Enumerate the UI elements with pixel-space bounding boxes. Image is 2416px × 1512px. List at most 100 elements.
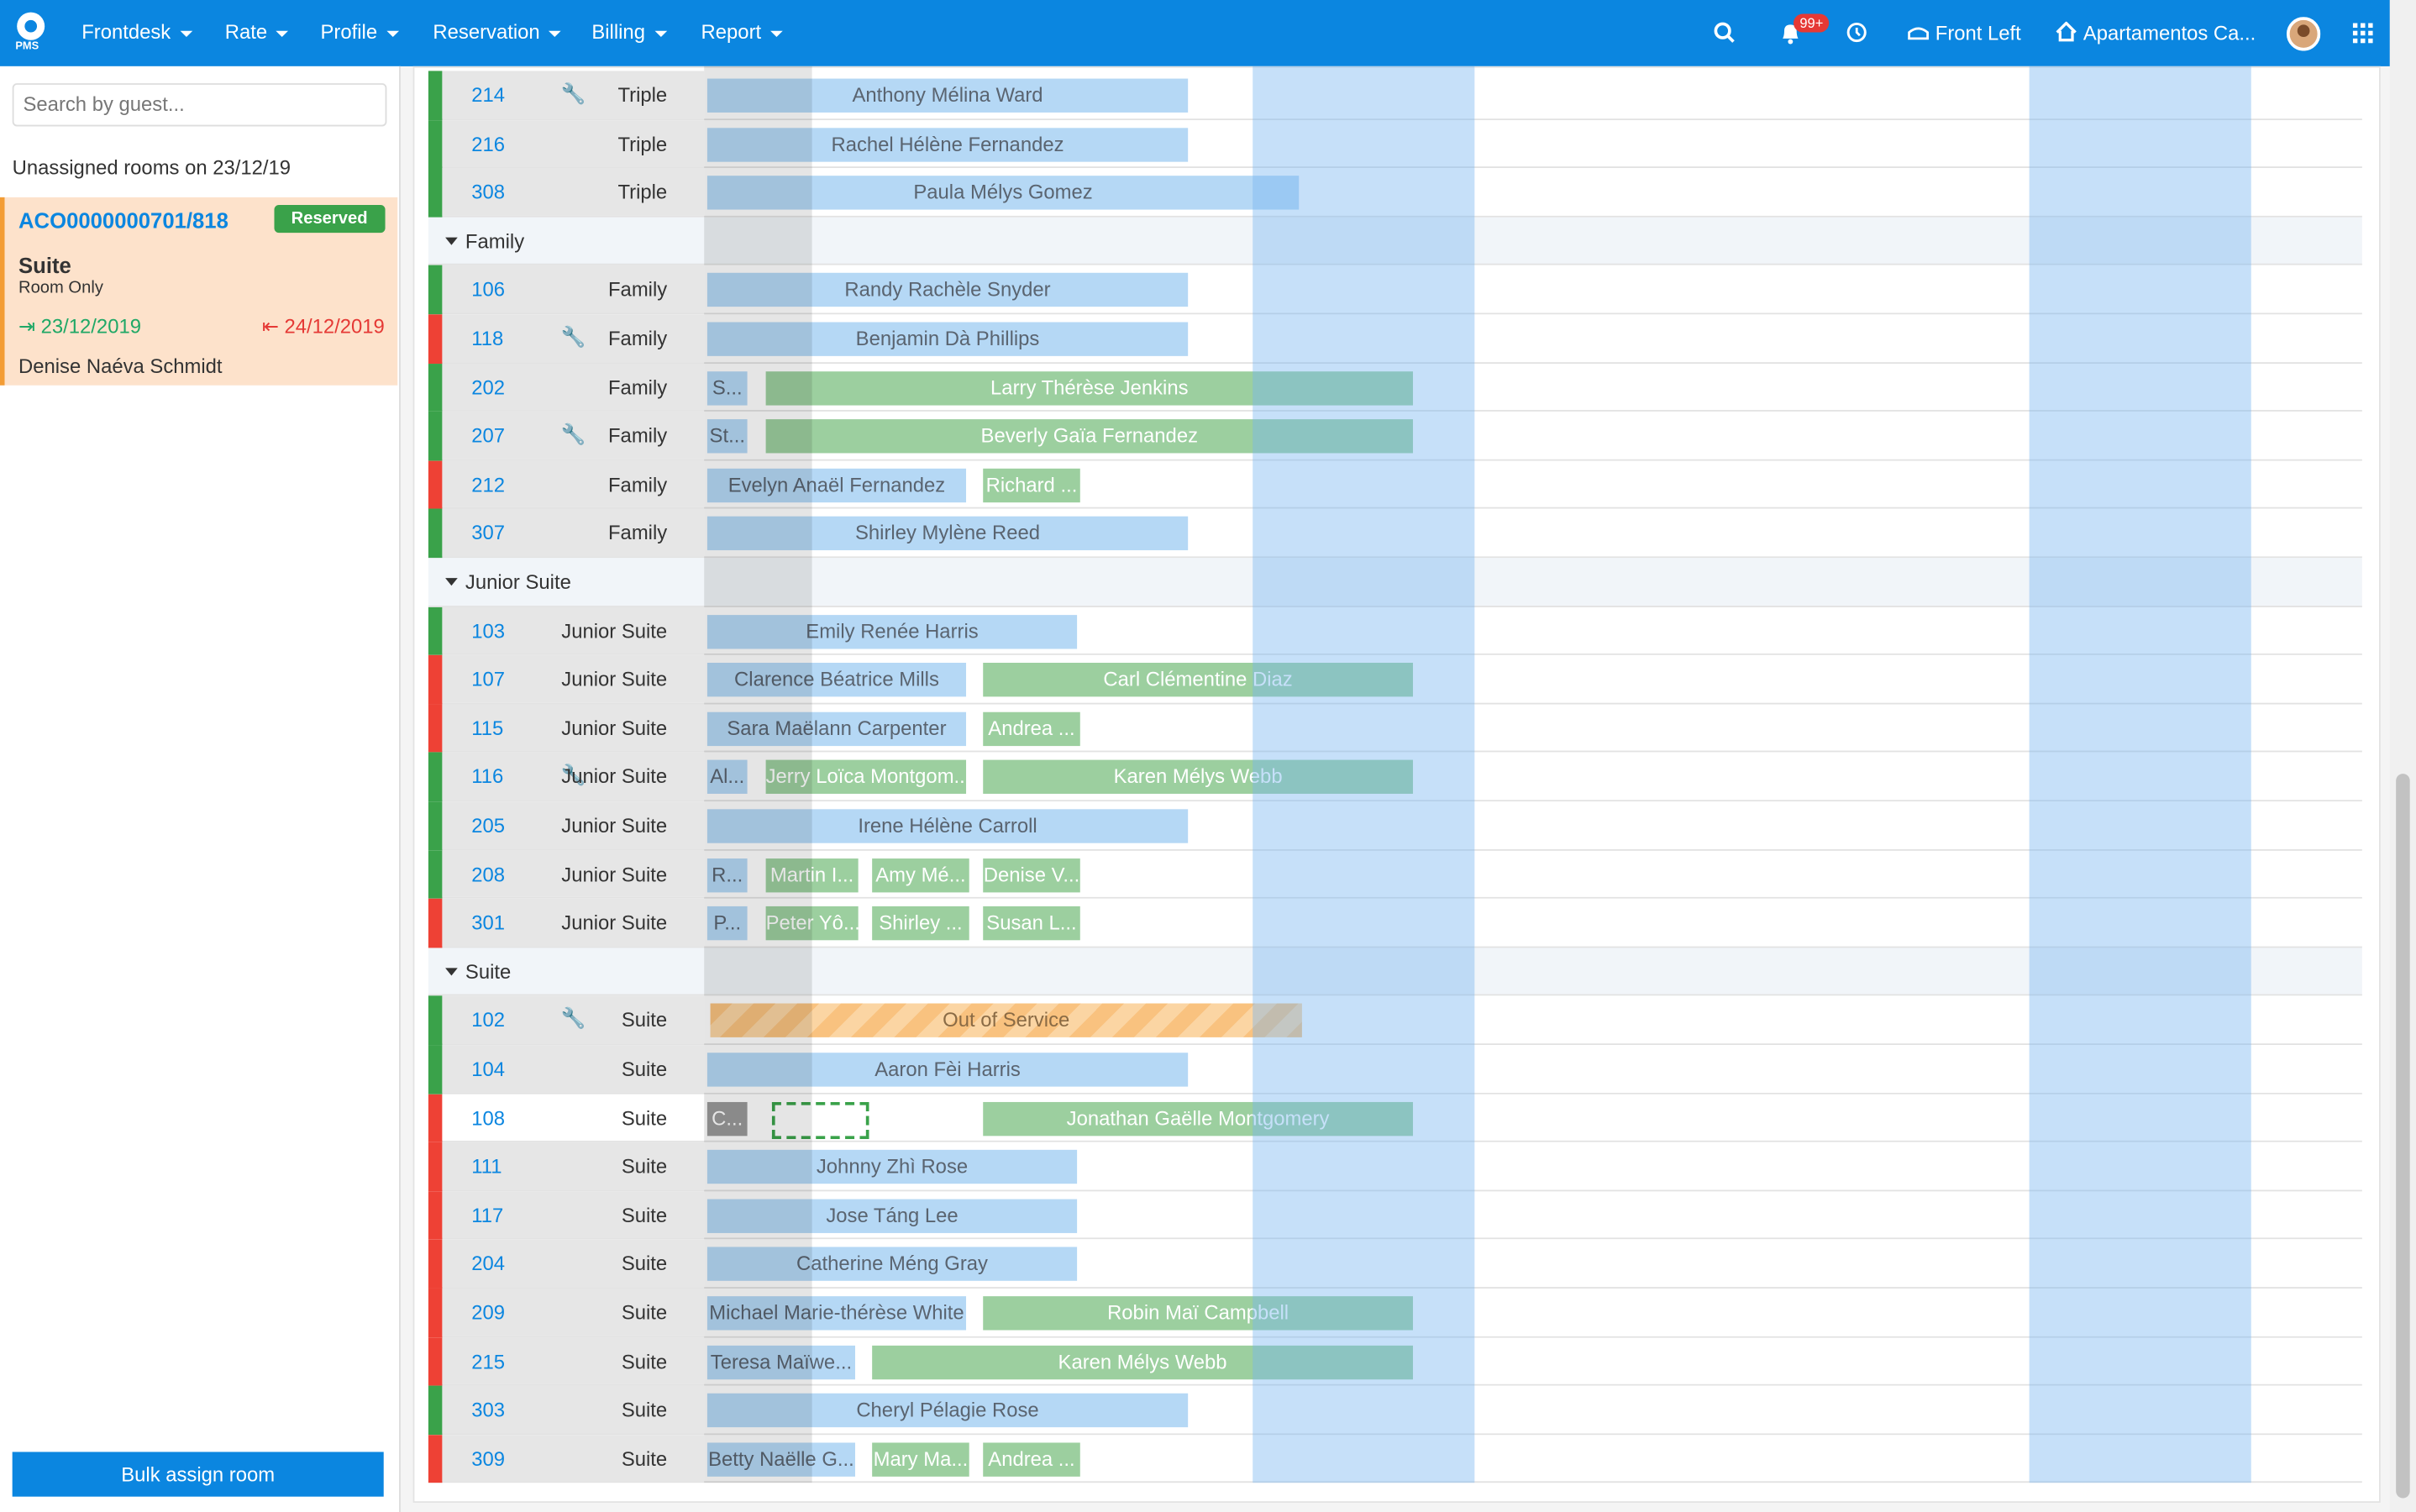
collapse-caret[interactable]: [445, 237, 458, 245]
property[interactable]: Apartamentos Ca...: [2082, 21, 2256, 45]
booking[interactable]: C...: [706, 1101, 748, 1136]
reservation-code[interactable]: ACO0000000701/818: [18, 207, 228, 234]
booking[interactable]: Karen Mélys Webb: [983, 760, 1413, 795]
reservation-card[interactable]: ACO0000000701/818 Reserved Suite Room On…: [0, 197, 398, 386]
booking[interactable]: Larry Thérèse Jenkins: [765, 370, 1413, 405]
booking[interactable]: Susan L...: [983, 906, 1080, 941]
location[interactable]: Front Left: [1935, 21, 2021, 45]
booking[interactable]: Clarence Béatrice Mills: [706, 663, 967, 697]
room-info-bg: [442, 71, 705, 118]
booking[interactable]: Shirley ...: [872, 906, 969, 941]
scrollbar-thumb[interactable]: [2396, 774, 2410, 1499]
booking[interactable]: Amy Mé...: [872, 858, 969, 892]
booking[interactable]: Shirley Mylène Reed: [706, 517, 1189, 551]
room-number[interactable]: 115: [471, 716, 504, 740]
booking[interactable]: Teresa Maïwe...: [706, 1345, 855, 1379]
collapse-caret[interactable]: [445, 578, 458, 586]
booking[interactable]: Aaron Fèi Harris: [706, 1053, 1189, 1087]
nav-menu[interactable]: Rate: [225, 20, 289, 44]
booking[interactable]: Jerry Loïca Montgom...: [765, 760, 967, 795]
group-header[interactable]: Family: [428, 217, 2362, 266]
room-number[interactable]: 216: [471, 132, 506, 155]
booking[interactable]: Catherine Méng Gray: [706, 1247, 1078, 1282]
booking[interactable]: Cheryl Pélagie Rose: [706, 1394, 1189, 1428]
booking[interactable]: Robin Maï Campbell: [983, 1296, 1413, 1331]
booking[interactable]: Evelyn Anaël Fernandez: [706, 468, 967, 502]
room-number[interactable]: 207: [471, 423, 506, 448]
booking[interactable]: Betty Naëlle G...: [706, 1442, 855, 1477]
booking[interactable]: Denise V...: [983, 858, 1080, 892]
booking[interactable]: Michael Marie-thérèse White: [706, 1296, 967, 1331]
room-number[interactable]: 106: [471, 277, 506, 302]
room-number[interactable]: 102: [471, 1008, 506, 1032]
booking[interactable]: Anthony Mélina Ward: [706, 78, 1189, 113]
booking[interactable]: Carl Clémentine Diaz: [983, 663, 1413, 697]
history-icon[interactable]: [1846, 22, 1867, 44]
booking[interactable]: Sara Maëlann Carpenter: [706, 711, 967, 746]
room-number[interactable]: 202: [471, 375, 506, 399]
room-number[interactable]: 107: [471, 667, 506, 691]
room-number[interactable]: 215: [471, 1349, 506, 1373]
room-number[interactable]: 208: [471, 862, 506, 886]
apps-icon[interactable]: [2352, 23, 2373, 44]
booking[interactable]: S...: [706, 370, 748, 405]
room-number[interactable]: 108: [471, 1105, 506, 1130]
nav-menu[interactable]: Profile: [321, 20, 399, 44]
bulk-assign-button[interactable]: Bulk assign room: [12, 1452, 384, 1497]
room-number[interactable]: 205: [471, 813, 506, 837]
room-number[interactable]: 104: [471, 1057, 506, 1081]
booking[interactable]: Paula Mélys Gomez: [706, 176, 1300, 210]
logo-icon[interactable]: [14, 11, 48, 42]
room-number[interactable]: 303: [471, 1398, 506, 1422]
booking[interactable]: Martin I...: [765, 858, 859, 892]
booking[interactable]: Andrea ...: [983, 711, 1080, 746]
booking[interactable]: Peter Yô...: [765, 906, 859, 941]
booking[interactable]: Mary Ma...: [872, 1442, 969, 1477]
room-status: [428, 509, 443, 559]
booking[interactable]: R...: [706, 858, 748, 892]
booking[interactable]: Jose Táng Lee: [706, 1199, 1078, 1233]
room-number[interactable]: 204: [471, 1252, 506, 1276]
booking[interactable]: Beverly Gaïa Fernandez: [765, 419, 1413, 454]
booking[interactable]: Rachel Hélène Fernandez: [706, 127, 1189, 161]
search-icon[interactable]: [1714, 22, 1736, 44]
booking[interactable]: Al...: [706, 760, 748, 795]
nav-menu[interactable]: Report: [701, 20, 783, 44]
room-number[interactable]: 116: [471, 764, 504, 789]
room-number[interactable]: 301: [471, 911, 506, 935]
drop-target[interactable]: [771, 1101, 869, 1139]
room-number[interactable]: 103: [471, 618, 506, 643]
room-number[interactable]: 117: [471, 1203, 504, 1227]
group-header[interactable]: Suite: [428, 948, 2362, 997]
booking[interactable]: Richard ...: [983, 468, 1080, 502]
booking[interactable]: Irene Hélène Carroll: [706, 809, 1189, 843]
booking[interactable]: St...: [706, 419, 748, 454]
maintenance-icon: 🔧: [560, 763, 586, 787]
nav-menu[interactable]: Frontdesk: [81, 20, 192, 44]
group-header[interactable]: Junior Suite: [428, 558, 2362, 607]
booking[interactable]: P...: [706, 906, 748, 941]
booking[interactable]: Emily Renée Harris: [706, 614, 1078, 648]
booking[interactable]: Jonathan Gaëlle Montgomery: [983, 1101, 1413, 1136]
search-input[interactable]: Search by guest...: [12, 83, 387, 127]
avatar[interactable]: [2286, 17, 2321, 51]
booking[interactable]: Johnny Zhì Rose: [706, 1150, 1078, 1184]
nav-menu[interactable]: Billing: [591, 20, 666, 44]
room-number[interactable]: 309: [471, 1446, 506, 1471]
room-number[interactable]: 214: [471, 83, 506, 107]
booking[interactable]: Andrea ...: [983, 1442, 1080, 1477]
room-type: Suite: [621, 1203, 668, 1227]
room-number[interactable]: 209: [471, 1300, 506, 1325]
room-number[interactable]: 118: [471, 326, 504, 350]
room-number[interactable]: 308: [471, 181, 506, 204]
nav-menu[interactable]: Reservation: [433, 20, 561, 44]
room-number[interactable]: 212: [471, 472, 506, 496]
collapse-caret[interactable]: [445, 967, 458, 976]
room-row: 215 Suite Teresa Maïwe... Karen Mélys Webb: [428, 1336, 2362, 1386]
booking[interactable]: Out of Service: [710, 1004, 1302, 1038]
booking[interactable]: Karen Mélys Webb: [872, 1345, 1413, 1379]
booking[interactable]: Benjamin Dà Phillips: [706, 322, 1189, 356]
room-number[interactable]: 307: [471, 521, 506, 545]
booking[interactable]: Randy Rachèle Snyder: [706, 273, 1189, 307]
room-number[interactable]: 111: [471, 1154, 502, 1179]
